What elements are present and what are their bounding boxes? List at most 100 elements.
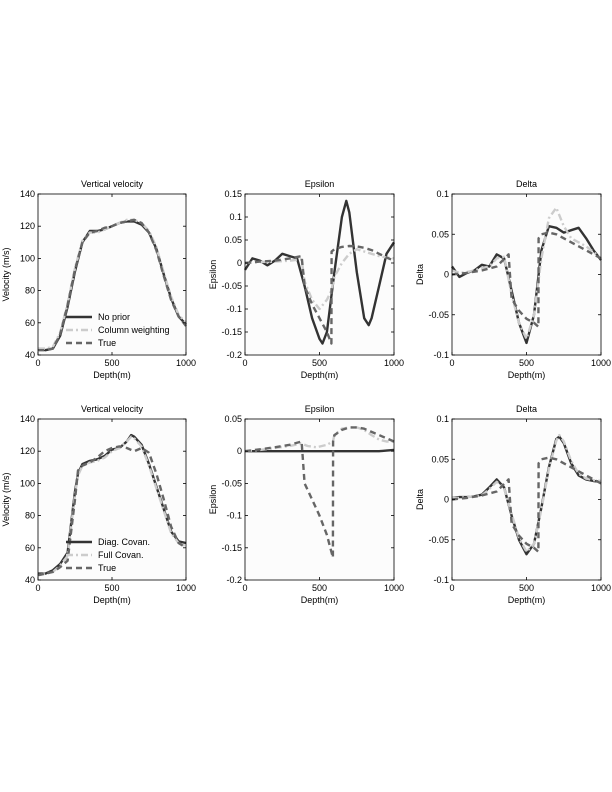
x-axis-label: Depth(m)	[301, 595, 339, 605]
series-line-3	[38, 218, 187, 352]
y-tick-label: 0.05	[224, 414, 242, 424]
y-tick-label: 120	[20, 446, 35, 456]
x-tick-label: 1000	[176, 358, 196, 368]
y-tick-label: 0.15	[224, 189, 242, 199]
y-tick-label: -0.2	[226, 575, 242, 585]
x-axis-label: Depth(m)	[93, 595, 131, 605]
chart-title: Vertical velocity	[81, 404, 144, 414]
x-tick-label: 500	[104, 358, 119, 368]
y-tick-label: 0	[444, 270, 449, 280]
x-tick-label: 0	[242, 358, 247, 368]
y-tick-label: -0.1	[226, 304, 242, 314]
y-tick-label: -0.05	[221, 478, 242, 488]
y-tick-label: 100	[20, 253, 35, 263]
x-tick-label: 500	[519, 583, 534, 593]
y-axis-label: Velocity (m/s)	[1, 472, 11, 526]
y-axis-label: Epsilon	[208, 485, 218, 515]
y-tick-label: 100	[20, 478, 35, 488]
x-tick-label: 500	[104, 583, 119, 593]
x-axis-label: Depth(m)	[93, 370, 131, 380]
y-tick-label: -0.2	[226, 350, 242, 360]
x-tick-label: 500	[519, 358, 534, 368]
legend-label: True	[98, 563, 116, 573]
legend-label: Full Covan.	[98, 550, 144, 560]
y-tick-label: 0.05	[224, 235, 242, 245]
x-tick-label: 0	[242, 583, 247, 593]
x-axis-label: Depth(m)	[508, 595, 546, 605]
legend-label: No prior	[98, 312, 130, 322]
chart-panel-1: 0 500 1000 40 60 80 100 120 140 Vertical velocity…	[1, 179, 196, 380]
y-tick-label: -0.1	[433, 350, 449, 360]
chart-title: Epsilon	[305, 179, 335, 189]
y-tick-label: 60	[25, 543, 35, 553]
series-line-2	[37, 435, 187, 577]
series-line-2	[451, 206, 602, 341]
y-tick-label: 60	[25, 318, 35, 328]
plot-area	[245, 419, 394, 580]
chart-panel-3: 0 500 1000 -0.1 -0.05 0 0.05 0.1 Delta Depth(m) De…	[415, 179, 611, 380]
y-tick-label: 0	[237, 446, 242, 456]
legend: Diag. Covan. Full Covan. True	[66, 537, 150, 573]
series-line-1	[243, 199, 396, 345]
series-line-1	[38, 433, 187, 575]
chart-panel-4: 0 500 1000 40 60 80 100 120 140 Vertical velocity…	[1, 404, 196, 605]
plot-area	[452, 419, 601, 580]
y-tick-label: 40	[25, 575, 35, 585]
series-line-3	[244, 244, 395, 345]
y-tick-label: -0.05	[428, 535, 449, 545]
y-axis-label: Delta	[415, 489, 425, 510]
plot-area	[452, 194, 601, 355]
y-tick-label: 80	[25, 511, 35, 521]
chart-title: Vertical velocity	[81, 179, 144, 189]
x-tick-label: 1000	[591, 583, 611, 593]
series-line-2	[244, 248, 395, 311]
y-tick-label: 40	[25, 350, 35, 360]
x-tick-label: 500	[312, 358, 327, 368]
legend-label: Diag. Covan.	[98, 537, 150, 547]
legend-label: True	[98, 338, 116, 348]
y-tick-label: 140	[20, 189, 35, 199]
legend: No prior Column weighting True	[66, 312, 170, 348]
y-tick-label: 120	[20, 221, 35, 231]
series-line-2	[452, 433, 602, 553]
y-tick-label: 0.1	[229, 212, 242, 222]
x-tick-label: 1000	[384, 358, 404, 368]
y-tick-label: 0.05	[431, 454, 449, 464]
x-tick-label: 1000	[384, 583, 404, 593]
y-tick-label: -0.1	[226, 511, 242, 521]
chart-title: Epsilon	[305, 404, 335, 414]
y-axis-label: Epsilon	[208, 260, 218, 290]
y-tick-label: -0.15	[221, 327, 242, 337]
y-tick-label: -0.1	[433, 575, 449, 585]
x-tick-label: 1000	[591, 358, 611, 368]
y-tick-label: -0.15	[221, 543, 242, 553]
chart-title: Delta	[516, 404, 537, 414]
y-tick-label: 0.05	[431, 229, 449, 239]
legend-label: Column weighting	[98, 325, 170, 335]
y-tick-label: 80	[25, 286, 35, 296]
series-line-1	[245, 448, 395, 453]
x-tick-label: 0	[35, 583, 40, 593]
chart-title: Delta	[516, 179, 537, 189]
y-tick-label: 0.1	[436, 414, 449, 424]
x-axis-label: Depth(m)	[301, 370, 339, 380]
x-axis-label: Depth(m)	[508, 370, 546, 380]
plot-area	[245, 194, 394, 355]
y-tick-label: 0.1	[436, 189, 449, 199]
x-tick-label: 1000	[176, 583, 196, 593]
chart-panel-2: 0 500 1000 -0.2 -0.15 -0.1 -0.05 0 0.05 0.1 0.15 Ep…	[208, 179, 404, 380]
x-tick-label: 0	[35, 358, 40, 368]
series-line-3	[37, 445, 187, 577]
y-tick-label: -0.05	[221, 281, 242, 291]
x-tick-label: 500	[312, 583, 327, 593]
y-tick-label: -0.05	[428, 310, 449, 320]
x-tick-label: 0	[449, 583, 454, 593]
series-line-3	[451, 231, 602, 328]
y-tick-label: 140	[20, 414, 35, 424]
y-axis-label: Delta	[415, 264, 425, 285]
series-line-3	[451, 456, 602, 553]
x-tick-label: 0	[449, 358, 454, 368]
chart-panel-5: 0 500 1000 -0.2 -0.15 -0.1 -0.05 0 0.05 Epsilon De…	[208, 404, 404, 605]
series-line-3	[244, 426, 395, 559]
